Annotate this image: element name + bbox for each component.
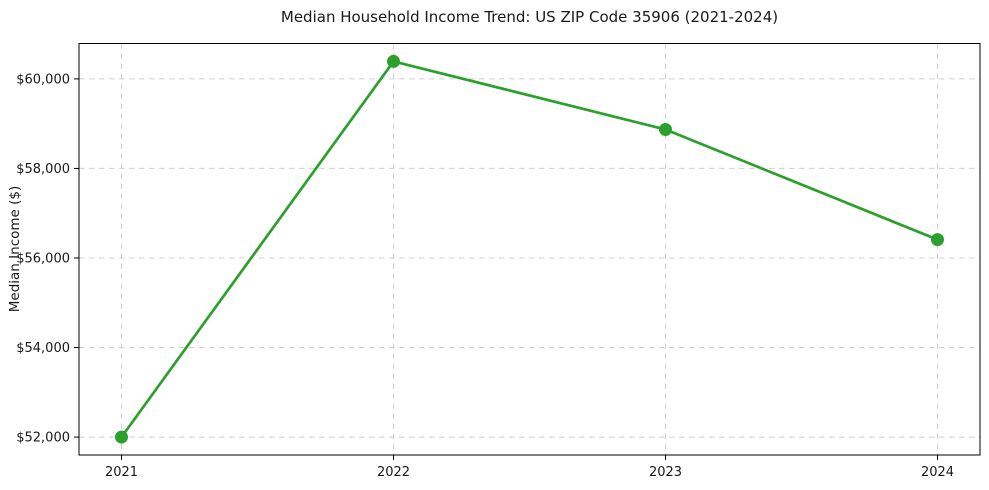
x-tick-label: 2021 bbox=[105, 465, 138, 480]
x-tick-label: 2024 bbox=[921, 465, 954, 480]
gridlines bbox=[79, 43, 980, 455]
y-axis-label: Median Income ($) bbox=[7, 186, 23, 312]
chart-title: Median Household Income Trend: US ZIP Co… bbox=[281, 8, 778, 26]
x-tick-label: 2023 bbox=[649, 465, 682, 480]
data-point-marker bbox=[115, 430, 128, 444]
data-point-marker bbox=[387, 54, 400, 68]
axes-spines bbox=[78, 43, 981, 456]
data-point-marker bbox=[931, 233, 944, 247]
x-tick-label: 2022 bbox=[377, 465, 410, 480]
axis-ticks bbox=[74, 78, 938, 460]
y-tick-label: $52,000 bbox=[16, 431, 70, 446]
y-tick-label: $60,000 bbox=[16, 72, 70, 87]
x-tick-labels: 2021 2022 2023 2024 bbox=[105, 465, 954, 480]
trend-line bbox=[120, 60, 939, 439]
y-tick-label: $58,000 bbox=[16, 162, 70, 177]
y-tick-label: $56,000 bbox=[16, 251, 70, 266]
data-series bbox=[115, 54, 944, 444]
axes-box bbox=[78, 43, 981, 456]
y-tick-labels: $52,000 $54,000 $56,000 $58,000 $60,000 bbox=[16, 72, 70, 445]
data-point-marker bbox=[659, 122, 672, 136]
y-tick-label: $54,000 bbox=[16, 341, 70, 356]
